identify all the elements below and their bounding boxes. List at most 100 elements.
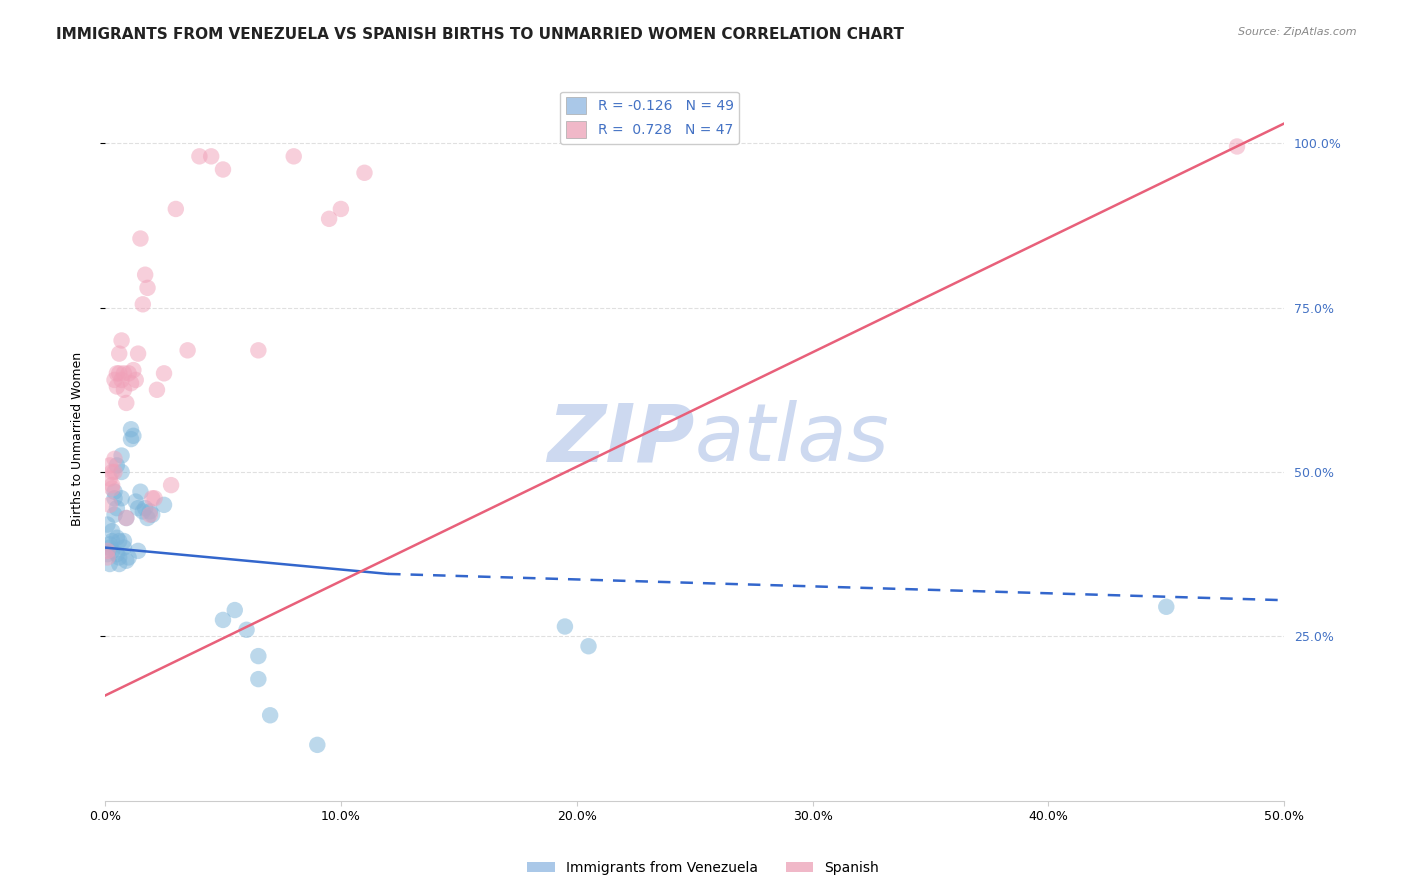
Point <box>120 376 142 391</box>
Point <box>118 550 141 565</box>
Point <box>112 367 135 381</box>
Legend: R = -0.126   N = 49, R =  0.728   N = 47: R = -0.126 N = 49, R = 0.728 N = 47 <box>560 92 740 144</box>
Point <box>105 367 128 381</box>
Point <box>212 613 235 627</box>
Point <box>103 491 125 506</box>
Y-axis label: Births to Unmarried Women: Births to Unmarried Women <box>72 352 84 526</box>
Point <box>212 162 235 177</box>
Point <box>1156 599 1178 614</box>
Point <box>108 557 131 571</box>
Point <box>136 281 159 295</box>
Text: ZIP: ZIP <box>547 401 695 478</box>
Point <box>98 537 121 551</box>
Point <box>96 550 118 565</box>
Point <box>118 367 141 381</box>
Point <box>176 343 198 358</box>
Point <box>103 465 125 479</box>
Text: IMMIGRANTS FROM VENEZUELA VS SPANISH BIRTHS TO UNMARRIED WOMEN CORRELATION CHART: IMMIGRANTS FROM VENEZUELA VS SPANISH BIR… <box>56 27 904 42</box>
Point <box>247 672 270 686</box>
Legend: Immigrants from Venezuela, Spanish: Immigrants from Venezuela, Spanish <box>522 855 884 880</box>
Point <box>132 504 155 518</box>
Point <box>1226 139 1249 153</box>
Point <box>110 373 132 387</box>
Point <box>120 432 142 446</box>
Point <box>105 501 128 516</box>
Point <box>115 554 138 568</box>
Point <box>96 544 118 558</box>
Point <box>224 603 246 617</box>
Point <box>122 363 145 377</box>
Point <box>160 478 183 492</box>
Point <box>247 343 270 358</box>
Point <box>112 541 135 555</box>
Point <box>101 544 124 558</box>
Point <box>125 373 148 387</box>
Point <box>141 508 163 522</box>
Point <box>108 346 131 360</box>
Point <box>134 501 156 516</box>
Point <box>188 149 211 163</box>
Text: atlas: atlas <box>695 401 890 478</box>
Point <box>108 550 131 565</box>
Point <box>96 517 118 532</box>
Point <box>136 511 159 525</box>
Point <box>105 379 128 393</box>
Text: Source: ZipAtlas.com: Source: ZipAtlas.com <box>1239 27 1357 37</box>
Point <box>115 511 138 525</box>
Point <box>101 478 124 492</box>
Point <box>105 531 128 545</box>
Point <box>283 149 305 163</box>
Point <box>103 484 125 499</box>
Point <box>110 449 132 463</box>
Point <box>127 501 149 516</box>
Point <box>115 396 138 410</box>
Point <box>247 649 270 664</box>
Point <box>110 334 132 348</box>
Point <box>96 547 118 561</box>
Point <box>125 494 148 508</box>
Point <box>98 498 121 512</box>
Point <box>122 429 145 443</box>
Point <box>108 367 131 381</box>
Point <box>127 544 149 558</box>
Point <box>98 471 121 485</box>
Point <box>200 149 222 163</box>
Point <box>103 373 125 387</box>
Point <box>353 166 375 180</box>
Point <box>103 451 125 466</box>
Point <box>101 482 124 496</box>
Point <box>110 491 132 506</box>
Point <box>98 557 121 571</box>
Point <box>329 202 352 216</box>
Point <box>134 268 156 282</box>
Point <box>235 623 257 637</box>
Point <box>98 541 121 555</box>
Point <box>115 511 138 525</box>
Point <box>127 346 149 360</box>
Point <box>139 504 162 518</box>
Point <box>101 465 124 479</box>
Point <box>108 534 131 549</box>
Point <box>120 422 142 436</box>
Point <box>101 524 124 538</box>
Point <box>259 708 281 723</box>
Point <box>141 491 163 506</box>
Point <box>103 508 125 522</box>
Point <box>132 297 155 311</box>
Point <box>112 383 135 397</box>
Point <box>578 639 600 653</box>
Point <box>554 619 576 633</box>
Point <box>105 547 128 561</box>
Point <box>139 508 162 522</box>
Point <box>112 534 135 549</box>
Point <box>110 465 132 479</box>
Point <box>318 211 340 226</box>
Point <box>153 367 176 381</box>
Point <box>129 484 152 499</box>
Point <box>153 498 176 512</box>
Point <box>129 231 152 245</box>
Point <box>143 491 166 506</box>
Point <box>165 202 187 216</box>
Point <box>105 458 128 473</box>
Point <box>307 738 329 752</box>
